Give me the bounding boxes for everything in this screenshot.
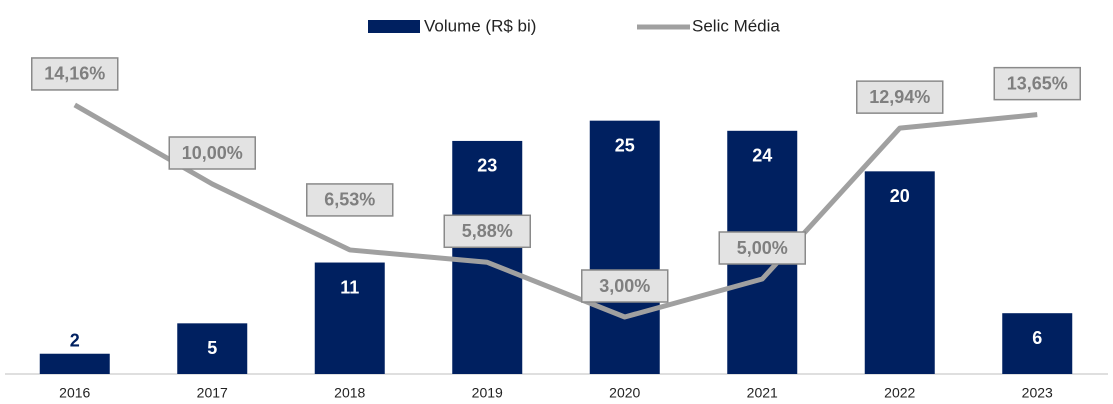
- bar: [177, 323, 248, 374]
- legend-label: Selic Média: [692, 16, 780, 35]
- bar: [314, 262, 385, 374]
- bar-label: 5: [207, 338, 217, 358]
- bar: [452, 140, 523, 374]
- legend-swatch-bar: [368, 20, 420, 33]
- value-label-box: [306, 183, 394, 217]
- bar-label: 20: [890, 186, 910, 206]
- x-tick-label: 2020: [609, 385, 640, 401]
- bar: [589, 120, 660, 375]
- value-label-box: [31, 57, 119, 91]
- value-label: 12,94%: [869, 87, 930, 107]
- x-tick-label: 2021: [747, 385, 778, 401]
- value-label-box: [993, 66, 1081, 101]
- value-label: 3,00%: [599, 276, 650, 296]
- bar-label: 23: [477, 156, 497, 176]
- value-label-box: [168, 136, 256, 170]
- value-label: 6,53%: [324, 190, 375, 210]
- value-label-box: [718, 231, 806, 265]
- bar: [1002, 313, 1073, 374]
- value-label-box: [443, 214, 531, 249]
- value-label: 14,16%: [44, 64, 105, 84]
- bar-label: 6: [1032, 328, 1042, 348]
- x-tick-label: 2018: [334, 385, 365, 401]
- bar-label: 2: [70, 330, 80, 350]
- x-tick-label: 2016: [59, 385, 90, 401]
- line: [73, 102, 1038, 320]
- bar: [864, 171, 935, 374]
- value-label-box: [581, 269, 669, 303]
- x-tick-label: 2022: [884, 385, 915, 401]
- bar: [39, 353, 110, 374]
- x-tick-label: 2017: [197, 385, 228, 401]
- value-label: 5,00%: [737, 238, 788, 258]
- value-label-box: [856, 80, 944, 114]
- value-label: 13,65%: [1007, 73, 1068, 93]
- bar-label: 11: [340, 277, 359, 297]
- bar-label: 25: [615, 135, 635, 155]
- x-tick-label: 2019: [472, 385, 503, 401]
- legend-label: Volume (R$ bi): [424, 16, 536, 35]
- value-label: 10,00%: [182, 143, 243, 163]
- bar-label: 24: [752, 146, 772, 166]
- x-tick-label: 2023: [1022, 385, 1053, 401]
- value-label: 5,88%: [462, 221, 513, 241]
